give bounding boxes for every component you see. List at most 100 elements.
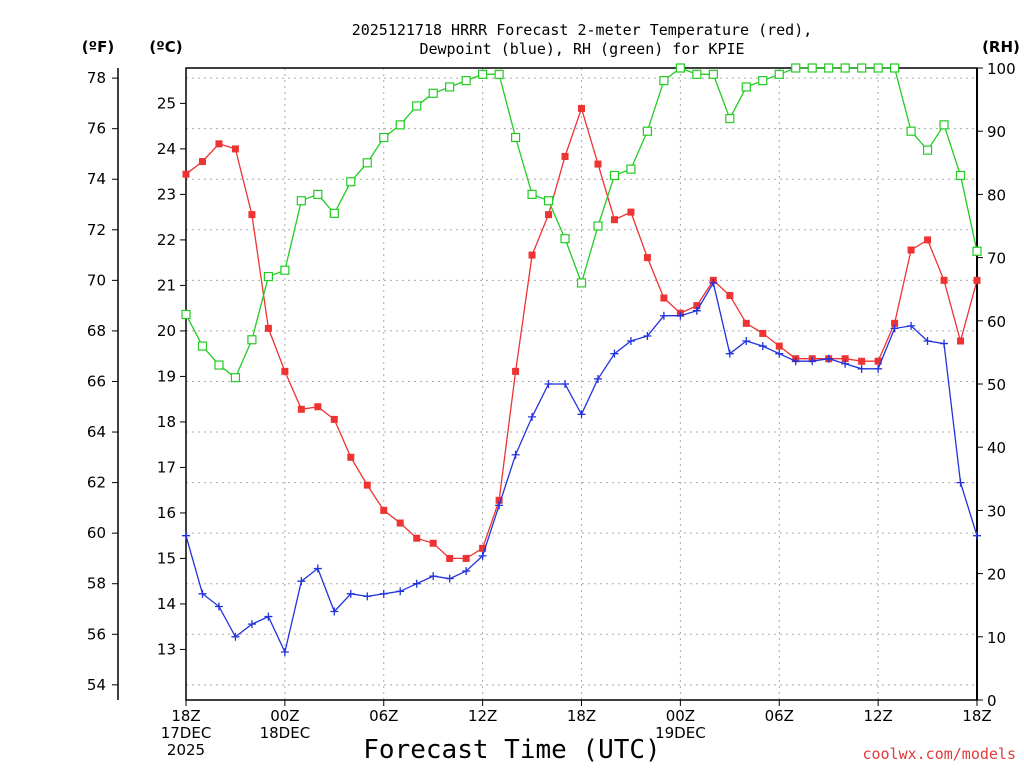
fahrenheit-tick-label: 72 xyxy=(87,221,106,239)
x-tick-label: 06Z xyxy=(765,707,794,725)
x-tick-label: 18DEC xyxy=(260,724,311,742)
dewpoint-data-point xyxy=(297,577,306,586)
rh-data-point xyxy=(692,69,702,79)
rh-tick-label: 20 xyxy=(987,566,1006,584)
rh-tick-label: 90 xyxy=(987,123,1006,141)
rh-data-point xyxy=(296,196,306,206)
rh-data-point xyxy=(857,63,867,73)
rh-data-point xyxy=(675,63,685,73)
dewpoint-data-point xyxy=(709,278,718,287)
rh-data-point xyxy=(626,164,636,174)
dewpoint-data-point xyxy=(577,410,586,419)
rh-data-point xyxy=(412,101,422,111)
dewpoint-data-point xyxy=(923,337,932,346)
rh-data-point xyxy=(824,63,834,73)
rh-data-point xyxy=(708,69,718,79)
x-tick-label: 19DEC xyxy=(655,724,706,742)
dewpoint-data-point xyxy=(758,342,767,351)
rh-data-point xyxy=(972,246,982,256)
temperature-data-point xyxy=(281,367,289,375)
celsius-tick-label: 17 xyxy=(157,458,176,476)
celsius-tick-label: 14 xyxy=(157,595,176,613)
temperature-data-point xyxy=(330,415,338,423)
rh-data-point xyxy=(659,76,669,86)
dewpoint-data-point xyxy=(874,364,883,373)
x-tick-label: 12Z xyxy=(863,707,892,725)
dewpoint-data-point xyxy=(775,349,784,358)
temperature-data-point xyxy=(380,506,388,514)
temperature-data-point xyxy=(660,294,668,302)
rh-data-point xyxy=(181,309,191,320)
celsius-tick-label: 16 xyxy=(157,504,176,522)
dewpoint-data-point xyxy=(907,321,916,330)
temperature-data-point xyxy=(726,292,734,300)
temperature-data-point xyxy=(759,329,767,337)
rh-data-point xyxy=(379,132,389,143)
rh-data-point xyxy=(939,120,949,130)
dewpoint-data-point xyxy=(478,551,487,560)
temperature-data-point xyxy=(462,554,470,562)
rh-tick-label: 0 xyxy=(987,692,997,710)
rh-data-point xyxy=(313,189,323,199)
temperature-data-point xyxy=(264,324,272,332)
temperature-data-point xyxy=(643,254,651,262)
rh-data-point xyxy=(609,170,620,181)
dewpoint-data-point xyxy=(956,478,965,487)
dewpoint-data-point xyxy=(495,501,504,510)
plot-frame xyxy=(185,67,978,701)
dewpoint-data-point xyxy=(462,567,471,576)
rh-data-point xyxy=(445,82,455,92)
x-tick-label: 00Z xyxy=(270,707,299,725)
temperature-data-point xyxy=(396,519,404,527)
temperature-data-point xyxy=(578,104,585,112)
celsius-tick-label: 18 xyxy=(157,413,176,431)
chart-title-line-2: Dewpoint (blue), RH (green) for KPIE xyxy=(419,40,744,58)
rh-data-point xyxy=(560,234,570,244)
rh-data-point xyxy=(758,76,768,86)
rh-data-point xyxy=(922,145,933,155)
temperature-data-point xyxy=(363,481,371,489)
celsius-tick-label: 25 xyxy=(157,94,176,112)
dewpoint-data-point xyxy=(610,349,619,358)
dewpoint-data-point xyxy=(247,620,256,629)
celsius-unit-label: (ºC) xyxy=(149,38,182,56)
dewpoint-data-point xyxy=(626,337,635,346)
fahrenheit-tick-label: 62 xyxy=(87,474,106,492)
temperature-data-point xyxy=(512,367,520,375)
rh-tick-label: 40 xyxy=(987,439,1006,457)
temperature-data-point xyxy=(297,405,305,413)
dewpoint-data-point xyxy=(363,592,372,601)
rh-data-point xyxy=(247,335,257,345)
temperature-data-point xyxy=(248,211,256,219)
dewpoint-data-point xyxy=(725,349,734,358)
dewpoint-data-point xyxy=(528,412,537,421)
temperature-data-point xyxy=(215,140,223,148)
temperature-data-point xyxy=(775,342,783,350)
temperature-data-point xyxy=(973,276,981,284)
rh-data-point xyxy=(494,69,504,79)
x-axis-title: Forecast Time (UTC) xyxy=(363,735,660,765)
x-tick-label: 00Z xyxy=(666,707,695,725)
dewpoint-data-point xyxy=(182,531,190,540)
dewpoint-data-point xyxy=(857,364,866,373)
dewpoint-data-point xyxy=(692,306,701,315)
dewpoint-data-point xyxy=(264,612,273,621)
dewpoint-data-point xyxy=(676,311,685,320)
rh-data-point xyxy=(791,63,801,73)
dewpoint-data-point xyxy=(544,380,553,388)
grid-lines xyxy=(186,68,977,700)
dewpoint-data-point xyxy=(643,331,652,340)
fahrenheit-unit-label: (ºF) xyxy=(82,38,114,56)
rh-data-point xyxy=(395,120,405,130)
fahrenheit-tick-label: 58 xyxy=(87,575,106,593)
rh-data-point xyxy=(280,265,290,275)
rh-tick-label: 10 xyxy=(987,629,1006,647)
fahrenheit-tick-label: 54 xyxy=(87,676,106,694)
rh-tick-label: 50 xyxy=(987,376,1006,394)
temperature-data-point xyxy=(841,355,849,363)
rh-data-point xyxy=(461,76,471,86)
rh-data-point xyxy=(230,373,241,383)
fahrenheit-tick-label: 60 xyxy=(87,524,106,542)
fahrenheit-tick-label: 64 xyxy=(87,423,106,441)
x-tick-label: 18Z xyxy=(567,707,596,725)
